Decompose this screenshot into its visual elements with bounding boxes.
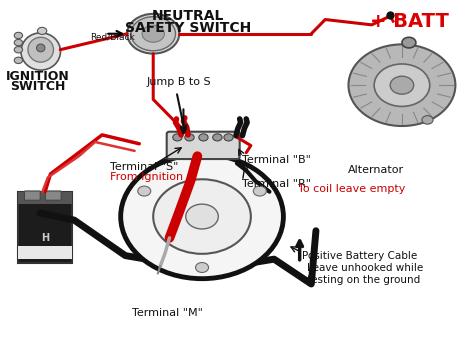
Text: IGNITION: IGNITION bbox=[6, 70, 70, 83]
Circle shape bbox=[14, 57, 23, 64]
Text: Positive Battery Cable: Positive Battery Cable bbox=[302, 251, 417, 261]
Text: Terminal "M": Terminal "M" bbox=[132, 308, 202, 318]
Text: NEUTRAL: NEUTRAL bbox=[152, 9, 224, 23]
Circle shape bbox=[422, 116, 433, 124]
Circle shape bbox=[195, 263, 209, 273]
FancyBboxPatch shape bbox=[18, 192, 72, 263]
Text: SWITCH: SWITCH bbox=[10, 81, 65, 93]
Circle shape bbox=[253, 186, 266, 196]
Text: Leave unhooked while: Leave unhooked while bbox=[307, 263, 423, 273]
Circle shape bbox=[121, 154, 283, 279]
Text: testing on the ground: testing on the ground bbox=[307, 275, 420, 285]
Text: Alternator: Alternator bbox=[348, 165, 404, 175]
Text: Red/Black: Red/Black bbox=[90, 33, 135, 42]
Ellipse shape bbox=[28, 37, 54, 62]
Text: SAFETY SWITCH: SAFETY SWITCH bbox=[125, 21, 251, 36]
Text: + BATT: + BATT bbox=[370, 12, 449, 31]
Circle shape bbox=[186, 204, 219, 229]
FancyBboxPatch shape bbox=[25, 191, 40, 200]
Circle shape bbox=[185, 134, 194, 141]
Circle shape bbox=[390, 76, 414, 94]
FancyBboxPatch shape bbox=[46, 191, 61, 200]
Bar bbox=[18, 192, 72, 204]
Circle shape bbox=[374, 64, 430, 106]
Circle shape bbox=[213, 134, 222, 141]
Ellipse shape bbox=[36, 44, 45, 52]
Circle shape bbox=[131, 17, 175, 51]
FancyBboxPatch shape bbox=[167, 132, 240, 159]
Text: From Ignition: From Ignition bbox=[110, 173, 183, 182]
Text: Terminal "B": Terminal "B" bbox=[243, 155, 311, 165]
Text: To coil leave empty: To coil leave empty bbox=[298, 184, 406, 194]
Circle shape bbox=[142, 25, 164, 42]
Bar bbox=[18, 246, 72, 259]
Circle shape bbox=[14, 47, 23, 53]
Circle shape bbox=[402, 37, 416, 48]
Circle shape bbox=[127, 14, 179, 54]
Circle shape bbox=[173, 134, 182, 141]
Text: Terminal "R": Terminal "R" bbox=[243, 179, 311, 189]
Circle shape bbox=[348, 44, 456, 126]
Ellipse shape bbox=[21, 33, 61, 70]
Circle shape bbox=[37, 27, 47, 34]
Circle shape bbox=[14, 39, 23, 46]
Text: Terminal "S": Terminal "S" bbox=[110, 162, 179, 172]
Text: Jump B to S: Jump B to S bbox=[146, 77, 211, 87]
Circle shape bbox=[138, 186, 151, 196]
Circle shape bbox=[153, 179, 251, 254]
Text: H: H bbox=[41, 233, 49, 243]
Circle shape bbox=[14, 32, 23, 39]
Circle shape bbox=[224, 134, 233, 141]
Circle shape bbox=[199, 134, 208, 141]
